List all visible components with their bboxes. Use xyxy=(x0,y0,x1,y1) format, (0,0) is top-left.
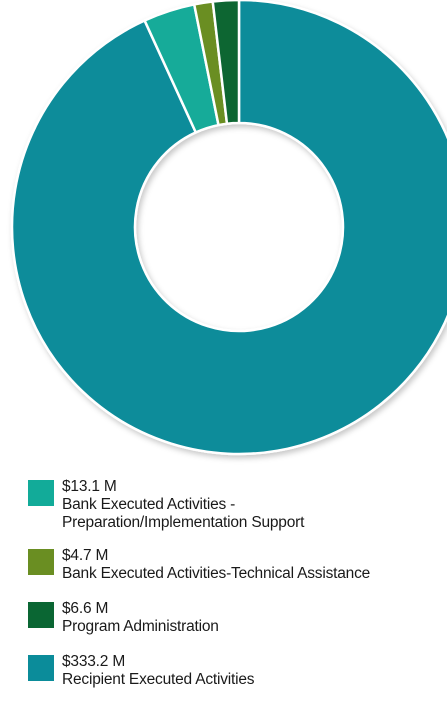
legend-amount: $13.1 M xyxy=(62,478,117,495)
legend-label: Bank Executed Activities-Technical Assis… xyxy=(62,565,371,582)
legend-swatch xyxy=(28,602,54,628)
legend-item-bank-executed-technical-assistance: $4.7 M Bank Executed Activities-Technica… xyxy=(28,547,447,593)
slice-recipient-executed xyxy=(10,0,447,456)
legend: $13.1 M Bank Executed Activities - Prepa… xyxy=(28,478,447,699)
legend-amount: $4.7 M xyxy=(62,547,109,564)
legend-amount: $333.2 M xyxy=(62,653,126,670)
legend-swatch xyxy=(28,655,54,681)
legend-swatch xyxy=(28,549,54,575)
legend-item-recipient-executed: $333.2 M Recipient Executed Activities xyxy=(28,653,447,699)
legend-swatch xyxy=(28,480,54,506)
legend-amount: $6.6 M xyxy=(62,600,109,617)
legend-label-line-1: Bank Executed Activities - xyxy=(62,496,236,513)
legend-label: Program Administration xyxy=(62,618,219,635)
legend-label-line-2: Preparation/Implementation Support xyxy=(62,514,305,531)
legend-item-program-administration: $6.6 M Program Administration xyxy=(28,600,447,646)
donut-chart xyxy=(10,0,447,456)
legend-item-bank-executed-preparation: $13.1 M Bank Executed Activities - Prepa… xyxy=(28,478,447,540)
slice-program-administration xyxy=(211,0,241,125)
legend-label: Recipient Executed Activities xyxy=(62,671,255,688)
